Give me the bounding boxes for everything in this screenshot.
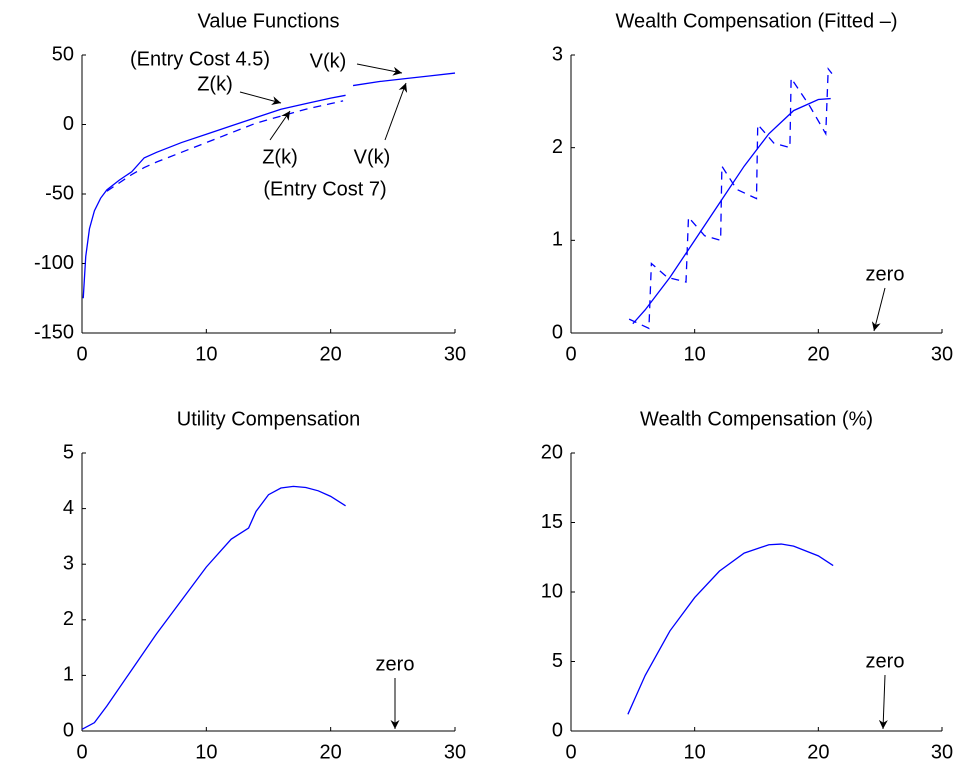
x-tick-label: 10	[195, 741, 217, 763]
chart-title: Value Functions	[198, 10, 340, 32]
y-tick-label: 10	[541, 580, 563, 602]
line-series	[632, 97, 831, 325]
line-series	[81, 485, 346, 730]
line-series	[352, 72, 456, 87]
annotation-arrow	[871, 287, 886, 332]
y-tick-label: 2	[552, 136, 563, 158]
annotation-arrow	[239, 91, 282, 106]
annotation: zero	[376, 653, 415, 675]
chart-title: Wealth Compensation (%)	[640, 408, 873, 430]
x-tick-label: 0	[76, 343, 87, 365]
y-tick-label: 20	[541, 441, 563, 463]
line-series	[627, 543, 834, 715]
y-tick-label: 0	[552, 719, 563, 741]
annotation: (Entry Cost 4.5)	[130, 48, 270, 70]
x-tick-label: 30	[931, 741, 953, 763]
subplot: Utility Compensation 0 10 20 30 0 1 2 3 4 5 zero	[63, 408, 466, 763]
subplot: Value Functions 0 10 20 30 50 0 -50 -100 -150 (Ent…	[34, 10, 466, 365]
x-tick-label: 10	[684, 741, 706, 763]
y-tick-label: 50	[52, 43, 74, 65]
annotation: V(k)	[310, 50, 347, 72]
y-tick-label: 0	[552, 321, 563, 343]
x-tick-label: 30	[931, 343, 953, 365]
y-tick-label: 0	[63, 113, 74, 135]
x-tick-label: 10	[195, 343, 217, 365]
annotation: Z(k)	[197, 73, 233, 95]
x-tick-label: 10	[684, 343, 706, 365]
y-tick-label: -50	[45, 182, 74, 204]
annotation: Z(k)	[262, 146, 298, 168]
annotation-arrow	[269, 110, 291, 141]
y-tick-label: 3	[552, 43, 563, 65]
line-series	[82, 94, 346, 299]
annotation: V(k)	[354, 146, 391, 168]
y-tick-label: 5	[552, 650, 563, 672]
x-tick-label: 0	[565, 343, 576, 365]
subplot: Wealth Compensation (%) 0 10 20 30 0 5 10 15 20 ze…	[541, 408, 953, 763]
line-series	[628, 67, 833, 330]
chart-title: Wealth Compensation (Fitted –)	[616, 10, 898, 32]
y-tick-label: 1	[63, 664, 74, 686]
annotation: zero	[866, 650, 905, 672]
x-tick-label: 20	[320, 343, 342, 365]
y-tick-label: 1	[552, 229, 563, 251]
y-tick-label: 15	[541, 511, 563, 533]
subplot: Wealth Compensation (Fitted –) 0 10 20 30 0 1 2…	[552, 10, 953, 365]
y-tick-label: 2	[63, 608, 74, 630]
line-series	[106, 100, 344, 192]
y-tick-label: 3	[63, 552, 74, 574]
annotation: zero	[866, 263, 905, 285]
x-tick-label: 20	[807, 343, 829, 365]
chart-title: Utility Compensation	[177, 408, 360, 430]
y-tick-label: -150	[34, 321, 74, 343]
x-tick-label: 0	[565, 741, 576, 763]
annotation-arrow	[384, 82, 408, 141]
x-tick-label: 0	[76, 741, 87, 763]
y-tick-label: 4	[63, 497, 74, 519]
annotation-arrow	[878, 674, 888, 730]
y-tick-label: 5	[63, 441, 74, 463]
x-tick-label: 30	[444, 741, 466, 763]
x-tick-label: 30	[444, 343, 466, 365]
y-tick-label: 0	[63, 719, 74, 741]
x-tick-label: 20	[320, 741, 342, 763]
annotation: (Entry Cost 7)	[263, 178, 386, 200]
y-tick-label: -100	[34, 252, 74, 274]
annotation-arrow	[356, 63, 403, 76]
x-tick-label: 20	[807, 741, 829, 763]
